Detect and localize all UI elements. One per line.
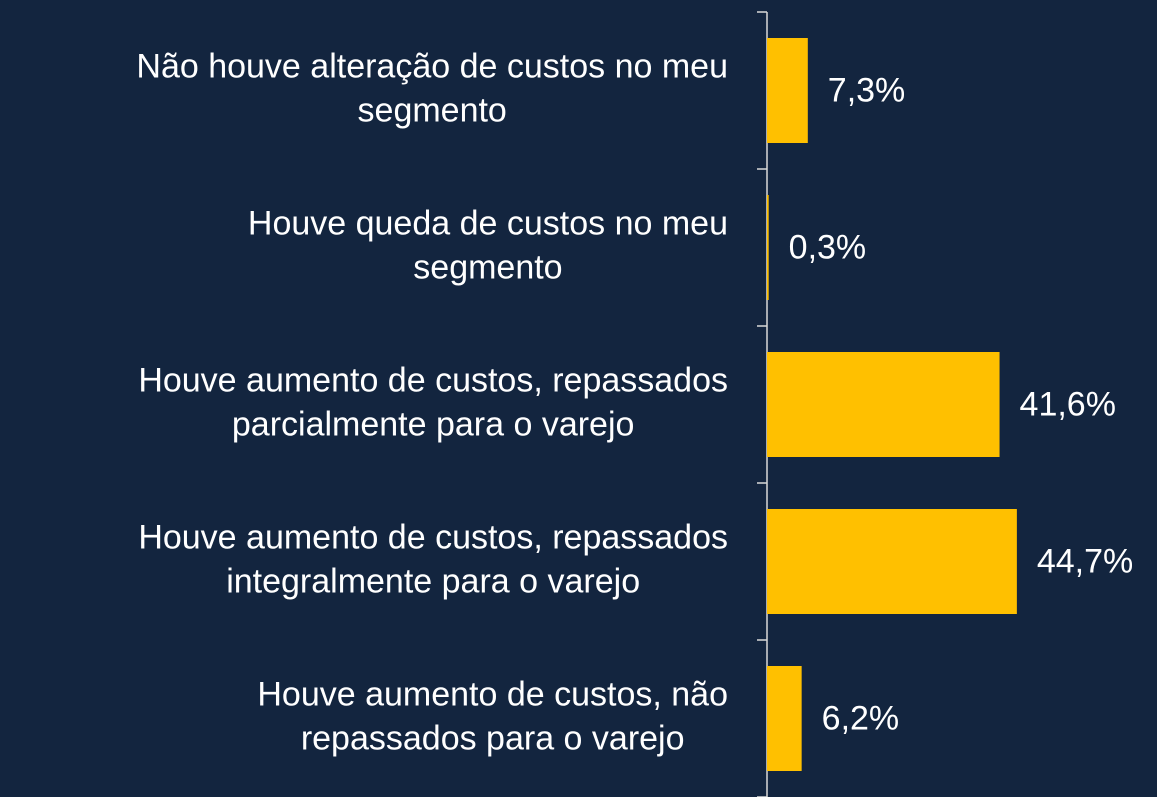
value-label: 44,7% [1037,542,1133,580]
category-label: Houve aumento de custos, não [257,675,728,713]
bar [767,195,769,300]
value-label: 7,3% [828,71,906,109]
bar [767,352,1000,457]
bar [767,509,1017,614]
category-label: repassados para o varejo [301,719,685,757]
category-label: Não houve alteração de custos no meu [136,47,728,85]
category-label: segmento [413,248,562,286]
category-label: Houve queda de custos no meu [248,204,728,242]
category-label: segmento [358,91,507,129]
value-label: 41,6% [1020,385,1116,423]
category-label: Houve aumento de custos, repassados [138,361,728,399]
bar [767,38,808,143]
category-label: Houve aumento de custos, repassados [138,518,728,556]
category-label: parcialmente para o varejo [232,405,635,443]
category-label: integralmente para o varejo [226,562,640,600]
value-label: 6,2% [822,699,900,737]
bar [767,666,802,771]
value-label: 0,3% [789,228,867,266]
